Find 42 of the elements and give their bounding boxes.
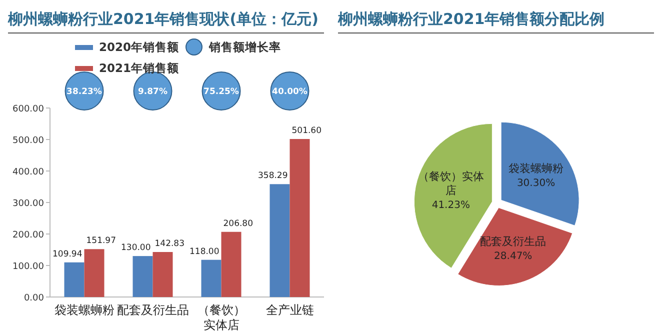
data-label: 206.80 — [223, 218, 253, 229]
bar — [270, 184, 290, 297]
bar — [132, 256, 153, 297]
bar — [84, 249, 104, 297]
data-label: 109.94 — [52, 249, 82, 260]
legend-label: 2021年销售额 — [99, 61, 180, 75]
data-label: 28.47% — [494, 251, 532, 262]
slice-label: 配套及衍生品 — [480, 235, 546, 248]
bar — [201, 260, 222, 297]
data-label: 41.23% — [432, 200, 470, 211]
data-label: 151.97 — [86, 236, 116, 246]
y-tick-label: 200.00 — [12, 230, 44, 240]
text: 38.23% — [66, 87, 102, 97]
bar — [290, 138, 310, 297]
y-tick-label: 500.00 — [12, 136, 44, 146]
text: 9.87% — [138, 87, 168, 97]
legend-label: 2020年销售额 — [99, 40, 180, 54]
y-tick-label: 400.00 — [12, 168, 44, 178]
y-tick-label: 600.00 — [12, 104, 44, 114]
legend-label: 销售额增长率 — [208, 40, 281, 54]
slice-label: 袋装螺蛳粉 — [508, 162, 564, 176]
data-label: 358.29 — [258, 171, 288, 182]
slice-label: （餐饮）实体店 — [418, 170, 484, 197]
data-label: 501.60 — [292, 126, 322, 136]
text: 75.25% — [204, 87, 239, 97]
data-label: 30.30% — [516, 178, 556, 190]
x-tick-label: （餐饮）实体店 — [197, 303, 246, 332]
x-tick-label: 袋装螺蛳粉 — [54, 303, 114, 317]
chart-title: 柳州螺蛳粉行业2021年销售额分配比例 — [337, 10, 605, 28]
y-tick-label: 0.00 — [24, 294, 44, 304]
y-tick-label: 100.00 — [12, 262, 44, 272]
bar — [152, 252, 173, 297]
data-label: 130.00 — [121, 243, 151, 254]
data-label: 118.00 — [190, 246, 220, 257]
data-label: 142.83 — [154, 239, 184, 250]
text: 40.00% — [272, 87, 308, 97]
bar — [221, 232, 242, 297]
bar — [64, 262, 84, 297]
x-tick-label: 全产业链 — [266, 303, 314, 317]
y-tick-label: 300.00 — [12, 199, 44, 209]
x-tick-label: 配套及衍生品 — [116, 303, 189, 317]
chart-title: 柳州螺蛳粉行业2021年销售现状(单位：亿元) — [7, 10, 318, 28]
